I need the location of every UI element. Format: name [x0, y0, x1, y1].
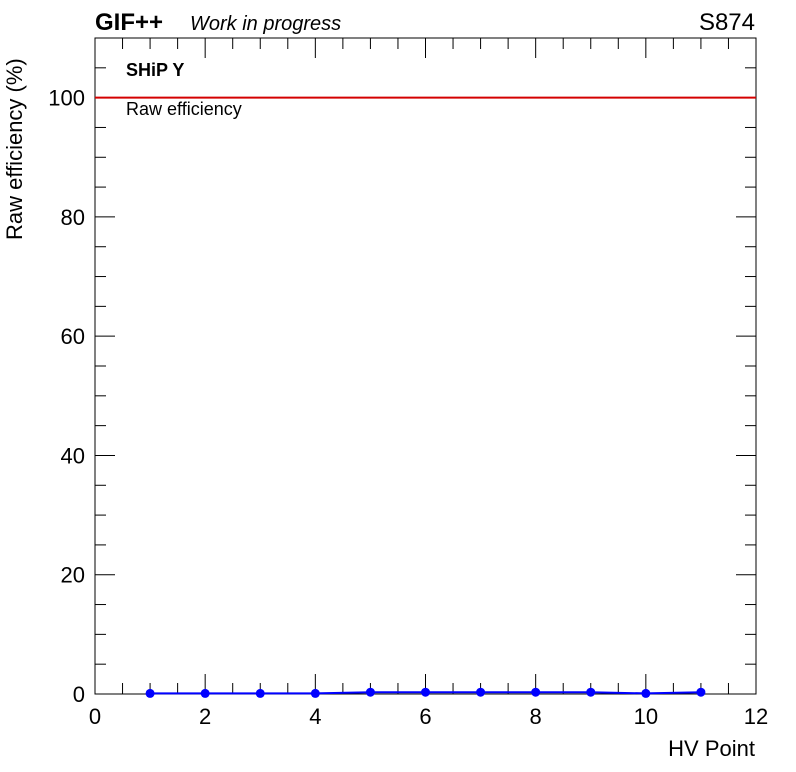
- y-tick-label: 60: [61, 324, 85, 349]
- data-point: [255, 688, 265, 698]
- x-tick-label: 2: [199, 704, 211, 729]
- data-point: [421, 687, 430, 697]
- run-id-label: S874: [699, 9, 755, 36]
- x-tick-label: 4: [309, 704, 321, 729]
- series-layer: [145, 687, 706, 698]
- x-axis: 0 2 4 6 8 10 12: [89, 38, 768, 729]
- y-axis-title: Raw efficiency (%): [2, 58, 27, 240]
- status-label: Work in progress: [190, 13, 341, 35]
- experiment-label: GIF++: [95, 9, 163, 36]
- y-tick-label: 100: [48, 86, 85, 111]
- data-point: [641, 688, 651, 698]
- plot-frame: [94, 37, 757, 695]
- y-tick-label: 20: [61, 563, 85, 588]
- data-point: [365, 687, 375, 697]
- y-tick-label: 80: [61, 205, 85, 230]
- y-tick-label: 40: [61, 443, 85, 468]
- x-tick-label: 10: [634, 704, 658, 729]
- measure-label: Raw efficiency: [126, 99, 242, 119]
- x-axis-title: HV Point: [668, 736, 755, 761]
- x-tick-label: 8: [530, 704, 542, 729]
- data-point: [200, 688, 210, 698]
- data-point: [586, 687, 596, 697]
- y-axis: 0 20 40 60 80 100: [48, 37, 756, 707]
- data-point: [310, 688, 320, 698]
- data-point: [476, 687, 486, 697]
- y-tick-label: 0: [73, 682, 85, 707]
- data-point: [145, 688, 155, 698]
- data-point: [696, 687, 706, 697]
- data-point: [531, 687, 541, 697]
- x-tick-label: 0: [89, 704, 101, 729]
- detector-label: SHiP Y: [126, 60, 184, 80]
- x-tick-label: 6: [419, 704, 431, 729]
- x-tick-label: 12: [744, 704, 768, 729]
